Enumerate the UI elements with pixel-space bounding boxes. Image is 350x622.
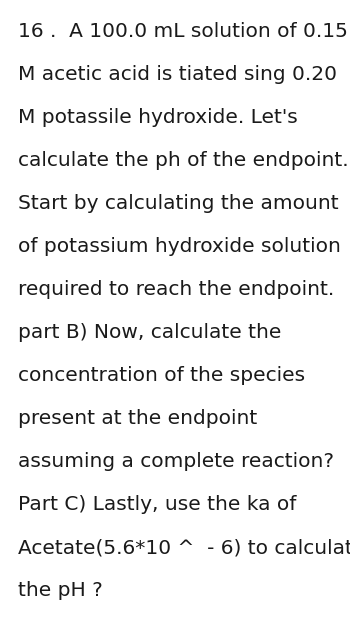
Text: 16 .  A 100.0 mL solution of 0.15: 16 . A 100.0 mL solution of 0.15 (18, 22, 348, 41)
Text: concentration of the species: concentration of the species (18, 366, 305, 385)
Text: M potassile hydroxide. Let's: M potassile hydroxide. Let's (18, 108, 298, 127)
Text: of potassium hydroxide solution: of potassium hydroxide solution (18, 237, 341, 256)
Text: present at the endpoint: present at the endpoint (18, 409, 257, 428)
Text: required to reach the endpoint.: required to reach the endpoint. (18, 280, 334, 299)
Text: part B) Now, calculate the: part B) Now, calculate the (18, 323, 281, 342)
Text: calculate the ph of the endpoint.: calculate the ph of the endpoint. (18, 151, 349, 170)
Text: Acetate(5.6*10 ^  - 6) to calculate: Acetate(5.6*10 ^ - 6) to calculate (18, 538, 350, 557)
Text: assuming a complete reaction?: assuming a complete reaction? (18, 452, 334, 471)
Text: M acetic acid is tiated sing 0.20: M acetic acid is tiated sing 0.20 (18, 65, 337, 84)
Text: the pH ?: the pH ? (18, 581, 103, 600)
Text: Start by calculating the amount: Start by calculating the amount (18, 194, 339, 213)
Text: Part C) Lastly, use the ka of: Part C) Lastly, use the ka of (18, 495, 296, 514)
